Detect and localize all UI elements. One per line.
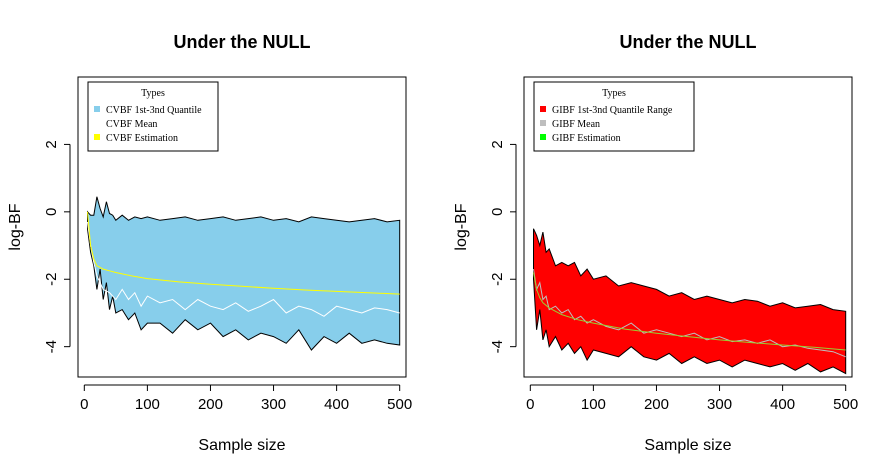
y-axis: -4 -2 0 2 — [43, 140, 71, 353]
y-axis: -4 -2 0 2 — [489, 140, 517, 353]
panel-right: Under the NULL 0 100 200 300 400 500 -4 -2 0 2 S… — [453, 32, 858, 454]
legend-swatch-mean — [540, 120, 546, 126]
plot-frame — [523, 76, 853, 378]
legend-box — [533, 81, 695, 152]
legend-title: Types — [141, 88, 165, 99]
x-axis: 0 100 200 300 400 500 — [80, 384, 412, 413]
x-tick-label: 500 — [833, 396, 858, 413]
x-tick-label: 100 — [581, 396, 606, 413]
x-tick-label: 0 — [526, 396, 534, 413]
x-tick-label: 400 — [770, 396, 795, 413]
mean-line — [87, 221, 400, 317]
y-tick-label: -2 — [43, 273, 60, 286]
y-axis-label: log-BF — [7, 203, 24, 250]
x-tick-label: 300 — [261, 396, 286, 413]
chart-title: Under the NULL — [174, 32, 311, 52]
x-tick-label: 100 — [135, 396, 160, 413]
y-tick-label: 0 — [43, 208, 60, 216]
legend-title: Types — [602, 88, 626, 99]
y-tick-label: 0 — [489, 208, 506, 216]
legend-label-mean: CVBF Mean — [106, 119, 157, 130]
legend-label-mean: GIBF Mean — [552, 119, 600, 130]
x-tick-label: 200 — [644, 396, 669, 413]
panel-left: Under the NULL 0 100 200 300 400 500 -4 -2 0 2 S… — [7, 32, 412, 454]
plot-area — [87, 196, 401, 351]
y-tick-label: 2 — [43, 140, 60, 148]
legend-swatch-quantile — [540, 106, 546, 112]
y-axis-label: log-BF — [453, 203, 470, 250]
x-tick-label: 300 — [707, 396, 732, 413]
x-tick-label: 400 — [324, 396, 349, 413]
legend-swatch-quantile — [94, 106, 100, 112]
y-tick-label: -4 — [43, 340, 60, 353]
x-tick-label: 200 — [198, 396, 223, 413]
plot-frame — [77, 76, 407, 378]
legend-label-quantile: CVBF 1st-3nd Quantile — [106, 105, 202, 116]
legend: Types CVBF 1st-3nd Quantile CVBF Mean CV… — [87, 81, 219, 152]
x-axis-label: Sample size — [644, 437, 731, 454]
y-tick-label: 2 — [489, 140, 506, 148]
chart-title: Under the NULL — [620, 32, 757, 52]
legend-swatch-estimation — [94, 134, 100, 140]
legend-label-estimation: CVBF Estimation — [106, 133, 178, 144]
x-tick-label: 500 — [387, 396, 412, 413]
estimation-line — [87, 211, 400, 295]
legend-label-quantile: GIBF 1st-3nd Quantile Range — [552, 105, 673, 116]
legend: Types GIBF 1st-3nd Quantile Range GIBF M… — [533, 81, 695, 152]
x-axis-label: Sample size — [198, 437, 285, 454]
legend-swatch-estimation — [540, 134, 546, 140]
y-tick-label: -4 — [489, 340, 506, 353]
legend-swatch-mean — [94, 120, 100, 126]
plot-area — [533, 228, 847, 375]
quantile-band — [87, 196, 401, 351]
estimation-line — [533, 272, 846, 351]
legend-box — [87, 81, 219, 152]
x-axis: 0 100 200 300 400 500 — [526, 384, 858, 413]
legend-label-estimation: GIBF Estimation — [552, 133, 621, 144]
quantile-band — [533, 228, 847, 375]
y-tick-label: -2 — [489, 273, 506, 286]
x-tick-label: 0 — [80, 396, 88, 413]
